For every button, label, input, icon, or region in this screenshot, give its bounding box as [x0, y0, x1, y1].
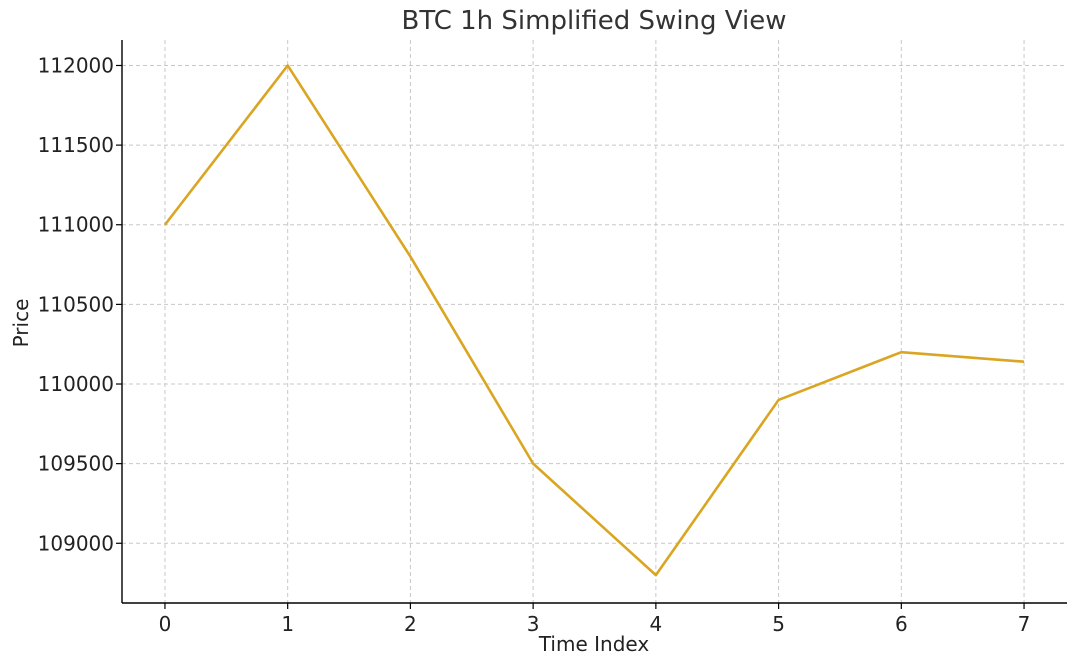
series-line: [163, 64, 1025, 577]
y-tick-label: 110000: [38, 372, 114, 396]
x-tick-label: 2: [404, 612, 417, 636]
x-tick-label: 1: [281, 612, 294, 636]
y-tick-label: 111500: [38, 133, 114, 157]
x-tick-label: 7: [1018, 612, 1031, 636]
series-lines: [163, 64, 1025, 577]
x-tick-label: 5: [772, 612, 785, 636]
chart-title: BTC 1h Simplified Swing View: [402, 6, 787, 36]
x-axis-label: Time Index: [538, 632, 650, 656]
grid-lines: [122, 40, 1067, 603]
axes: [121, 40, 1067, 604]
x-tick-label: 0: [159, 612, 172, 636]
y-tick-label: 112000: [38, 53, 114, 77]
y-tick-label: 111000: [38, 213, 114, 237]
x-tick-label: 4: [649, 612, 662, 636]
y-tick-label: 110500: [38, 292, 114, 316]
x-tick-label: 6: [895, 612, 908, 636]
y-tick-label: 109500: [38, 452, 114, 476]
x-tick-label: 3: [527, 612, 540, 636]
y-tick-label: 109000: [38, 531, 114, 555]
y-axis-label: Price: [9, 299, 33, 348]
axis-ticks: 0 1 2 3 4 5 6 7 109000 109500 110000 110500 111000 11…: [38, 53, 1031, 636]
